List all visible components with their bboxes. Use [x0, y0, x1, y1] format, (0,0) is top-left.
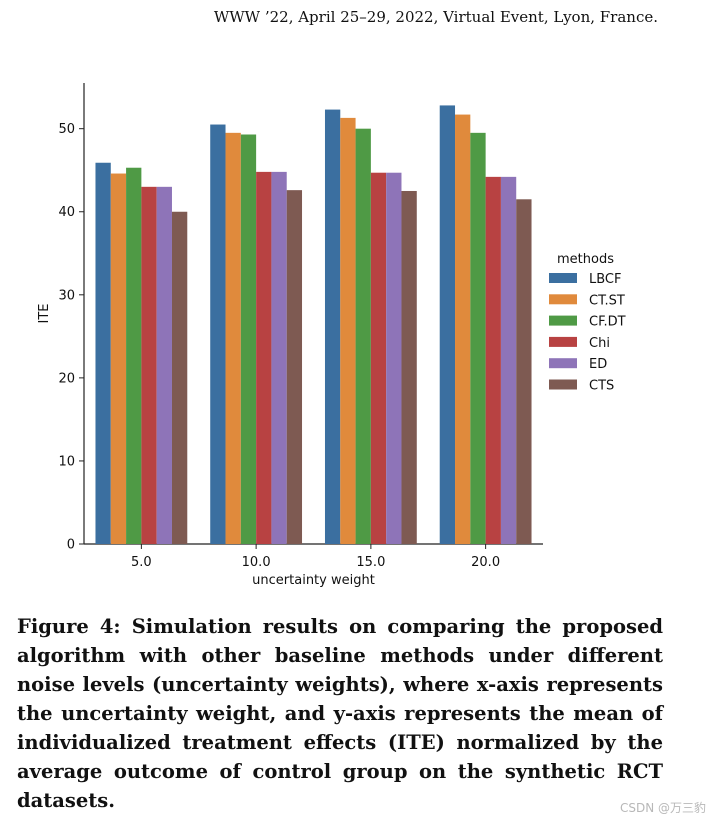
legend-label: ED [589, 357, 607, 372]
legend-label: CF.DT [589, 315, 626, 330]
legend-swatch [549, 336, 577, 347]
y-tick-label: 50 [58, 122, 75, 137]
y-tick-label: 10 [58, 454, 75, 469]
x-tick-label: 15.0 [356, 555, 385, 570]
bar [355, 128, 371, 544]
bar [240, 134, 257, 545]
bar [401, 190, 417, 544]
y-tick-label: 30 [58, 288, 75, 303]
bar [324, 109, 341, 544]
legend-swatch [549, 379, 577, 390]
bar [225, 132, 241, 544]
y-axis-label: ITE [37, 304, 52, 324]
bar [286, 190, 303, 544]
bar [156, 186, 172, 544]
bar [455, 114, 471, 544]
bar [271, 171, 287, 544]
y-tick-label: 20 [58, 371, 75, 386]
x-tick-label: 10.0 [242, 555, 271, 570]
y-tick-label: 0 [67, 538, 75, 553]
page-header: WWW ’22, April 25–29, 2022, Virtual Even… [213, 8, 658, 26]
x-axis-label: uncertainty weight [252, 573, 375, 588]
bar [500, 176, 517, 544]
bar [370, 172, 387, 544]
legend-swatch [549, 273, 577, 283]
legend-label: CT.ST [589, 293, 625, 308]
figure-caption: Figure 4: Simulation results on comparin… [17, 615, 663, 812]
bar [95, 162, 111, 544]
legend-swatch [549, 358, 577, 369]
legend-label: CTS [589, 379, 614, 394]
legend-title: methods [557, 252, 614, 267]
x-tick-label: 5.0 [131, 555, 152, 570]
bar [470, 132, 486, 544]
bar [141, 186, 157, 544]
legend-swatch [549, 294, 577, 305]
bar [485, 176, 501, 544]
y-tick-label: 40 [58, 205, 75, 220]
bar [256, 171, 272, 544]
bar [110, 173, 127, 544]
legend-label: LBCF [589, 272, 622, 287]
bar [439, 105, 456, 544]
bar [210, 124, 226, 545]
x-tick-label: 20.0 [471, 555, 500, 570]
bar [340, 117, 356, 545]
legend-swatch [549, 315, 577, 326]
bar [516, 199, 532, 545]
watermark: CSDN @万三豹 [619, 801, 706, 815]
bar [386, 172, 402, 544]
bar [126, 167, 142, 544]
legend-label: Chi [589, 336, 610, 351]
bar [171, 211, 188, 544]
bar-chart: 0 10 20 30 40 50 5.0 10.0 15.0 20.0 uncertainty we… [37, 83, 626, 588]
